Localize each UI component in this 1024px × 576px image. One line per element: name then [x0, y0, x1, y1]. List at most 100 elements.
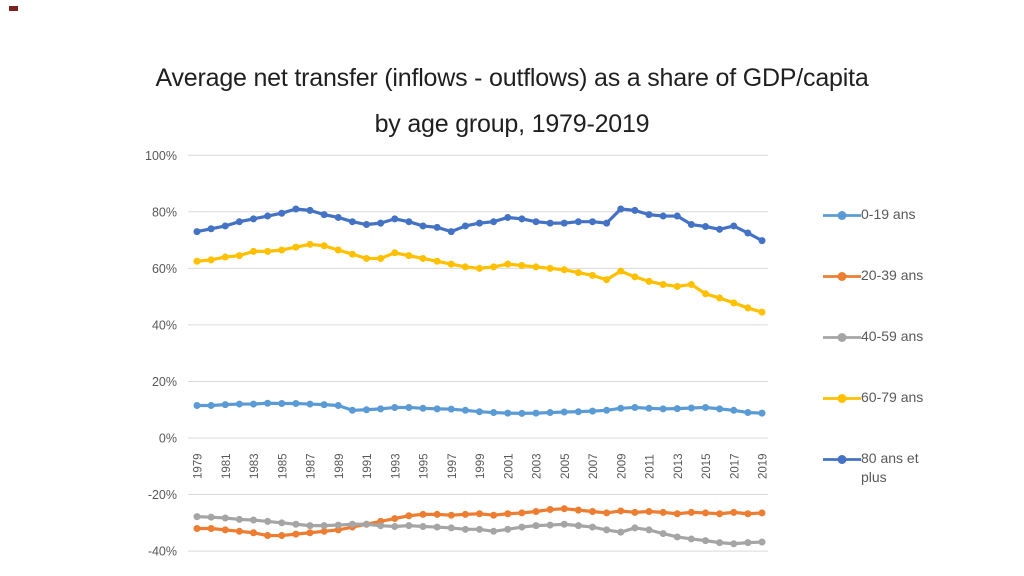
data-point-marker	[461, 525, 469, 533]
data-point-marker	[758, 237, 766, 245]
data-point-marker	[589, 218, 596, 226]
data-point-marker	[207, 225, 215, 233]
data-point-marker	[476, 219, 483, 227]
legend-dot	[837, 333, 847, 342]
x-tick-label: 1993	[390, 453, 402, 479]
data-point-marker	[193, 228, 201, 236]
data-point-marker	[221, 526, 229, 534]
data-point-marker	[716, 510, 724, 518]
data-point-marker	[306, 240, 314, 248]
data-point-marker	[334, 401, 342, 409]
data-point-marker	[235, 400, 243, 408]
data-point-marker	[405, 522, 413, 530]
data-point-marker	[433, 223, 441, 231]
series-60-79-ans	[193, 240, 766, 316]
data-point-marker	[687, 508, 695, 516]
data-point-marker	[504, 409, 512, 417]
data-point-marker	[645, 277, 653, 285]
data-point-marker	[391, 215, 399, 223]
data-point-marker	[744, 510, 752, 518]
legend-label: 20-39 ans	[861, 267, 924, 283]
x-tick-label: 1989	[334, 453, 346, 479]
data-point-marker	[687, 280, 695, 288]
data-point-marker	[306, 522, 314, 530]
data-point-marker	[391, 523, 399, 531]
data-point-marker	[490, 527, 498, 535]
data-point-marker	[631, 508, 639, 516]
data-point-marker	[716, 405, 724, 413]
data-point-marker	[673, 533, 681, 541]
data-point-marker	[221, 514, 229, 522]
data-point-marker	[334, 213, 342, 221]
data-point-marker	[490, 263, 498, 271]
data-point-marker	[574, 408, 582, 416]
data-point-marker	[589, 508, 596, 516]
data-point-marker	[207, 256, 215, 264]
legend-label: 60-79 ans	[861, 389, 924, 405]
x-tick-label: 2007	[588, 453, 600, 479]
x-tick-label: 2011	[645, 454, 657, 479]
data-point-marker	[504, 525, 512, 533]
data-point-marker	[193, 524, 201, 532]
data-point-marker	[659, 212, 667, 220]
data-point-marker	[758, 308, 766, 316]
data-point-marker	[320, 522, 328, 530]
data-point-marker	[363, 254, 370, 262]
data-point-marker	[348, 218, 356, 226]
data-point-marker	[673, 510, 681, 518]
data-point-marker	[447, 511, 455, 519]
data-point-marker	[631, 403, 639, 411]
legend-dot	[837, 211, 847, 220]
data-point-marker	[730, 406, 738, 414]
data-point-marker	[419, 254, 427, 262]
data-point-marker	[574, 522, 582, 530]
data-point-marker	[546, 521, 554, 529]
data-point-marker	[744, 539, 752, 547]
data-point-marker	[235, 527, 243, 535]
data-point-marker	[193, 401, 201, 409]
legend-dot	[837, 394, 847, 403]
data-point-marker	[532, 522, 540, 530]
data-point-marker	[391, 249, 399, 257]
data-point-marker	[476, 525, 483, 533]
data-point-marker	[504, 510, 512, 518]
data-point-marker	[250, 215, 257, 223]
data-point-marker	[702, 537, 709, 545]
data-point-marker	[447, 524, 455, 532]
y-tick-label: 60%	[152, 262, 177, 276]
x-tick-label: 2017	[729, 453, 741, 479]
data-point-marker	[617, 267, 625, 275]
data-point-marker	[645, 211, 653, 219]
data-point-marker	[730, 540, 738, 548]
data-point-marker	[645, 526, 653, 534]
x-tick-label: 2001	[503, 453, 515, 479]
legend-item-20-39-ans: 20-39 ans	[823, 266, 923, 286]
data-point-marker	[235, 218, 243, 226]
legend-item-80-ans-et-plus: 80 ans et plus	[823, 449, 941, 487]
data-point-marker	[730, 222, 738, 230]
data-point-marker	[687, 404, 695, 412]
data-point-marker	[235, 252, 243, 260]
data-point-marker	[560, 505, 568, 513]
data-point-marker	[560, 408, 568, 416]
legend-dot	[837, 455, 847, 464]
data-point-marker	[673, 405, 681, 413]
data-point-marker	[490, 218, 498, 226]
data-point-marker	[673, 282, 681, 290]
data-point-marker	[476, 510, 483, 518]
gridlines	[188, 154, 768, 552]
series-line	[195, 242, 764, 314]
data-point-marker	[617, 507, 625, 515]
legend-marker-icon	[823, 455, 861, 464]
data-point-marker	[306, 400, 314, 408]
data-point-marker	[419, 510, 427, 518]
data-point-marker	[518, 509, 526, 517]
data-point-marker	[405, 512, 413, 520]
x-tick-label: 1987	[306, 453, 318, 479]
data-point-marker	[250, 529, 257, 537]
legend-marker-icon	[823, 333, 861, 342]
data-point-marker	[292, 520, 300, 528]
data-point-marker	[716, 225, 724, 233]
data-point-marker	[589, 523, 596, 531]
